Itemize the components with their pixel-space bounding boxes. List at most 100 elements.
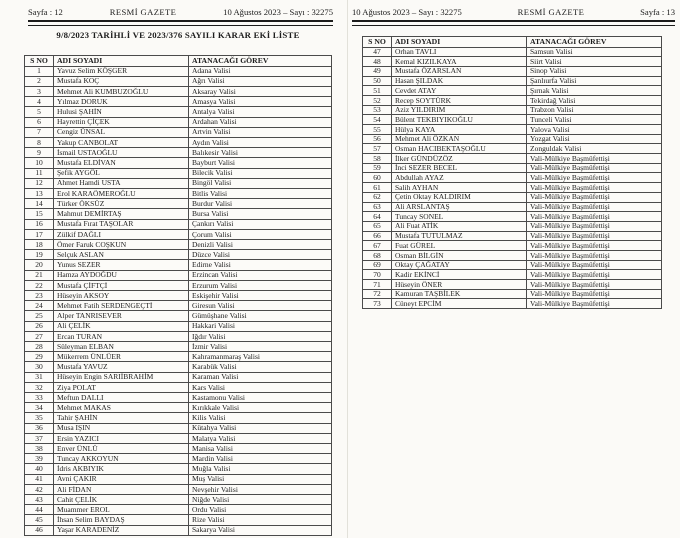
table-cell: 39: [24, 453, 54, 465]
table-row: 22 Mustafa ÇİFTÇİ Erzurum Valisi: [24, 279, 332, 291]
table-cell: Bursa Valisi: [188, 208, 332, 220]
table-cell: 5: [24, 106, 54, 118]
table-cell: 58: [362, 153, 392, 164]
table-cell: Giresun Valisi: [188, 300, 332, 312]
table-cell: 1: [24, 65, 54, 77]
column-header: ADI SOYADI: [391, 36, 527, 48]
table-cell: 41: [24, 473, 54, 485]
table-cell: 64: [362, 211, 392, 222]
table-cell: Kamuran TAŞBİLEK: [391, 288, 527, 300]
table-row: 46 Yaşar KARADENİZ Sakarya Valisi: [24, 524, 332, 536]
page-seam-divider: [347, 0, 348, 538]
left-header-double-rule: [28, 20, 333, 26]
table-cell: 42: [24, 483, 54, 496]
table-cell: 22: [24, 279, 54, 291]
table-cell: Niğde Valisi: [188, 494, 332, 506]
table-cell: 23: [24, 289, 54, 302]
table-cell: Hülya KAYA: [391, 124, 527, 135]
table-cell: Malatya Valisi: [188, 432, 332, 445]
table-cell: Yunus SEZER: [53, 259, 189, 271]
table-cell: Bitlis Valisi: [188, 187, 332, 200]
table-cell: 65: [362, 220, 392, 232]
table-row: 18 Ömer Faruk COŞKUN Denizli Valisi: [24, 238, 332, 251]
table-row: 52 Recep SOYTÜRK Tekirdağ Valisi: [362, 94, 662, 106]
table-row: 51 Cevdet ATAY Şırnak Valisi: [362, 85, 662, 96]
column-header: S NO: [362, 36, 392, 48]
column-header: ATANACAĞI GÖREV: [526, 36, 662, 48]
column-header: S NO: [24, 55, 54, 67]
table-cell: Ömer Faruk COŞKUN: [53, 238, 189, 251]
table-row: 71 Hüseyin ÖNER Vali-Mülkiye Başmüfettişi: [362, 279, 662, 290]
table-cell: Muş Valisi: [188, 473, 332, 485]
table-cell: 16: [24, 218, 54, 230]
table-row: 21 Hamza AYDOĞDU Erzincan Valisi: [24, 269, 332, 281]
table-row: 26 Ali ÇELİK Hakkari Valisi: [24, 320, 332, 332]
table-cell: 72: [362, 288, 392, 300]
table-cell: 36: [24, 422, 54, 434]
table-cell: Vali-Mülkiye Başmüfettişi: [526, 191, 662, 203]
table-cell: 4: [24, 96, 54, 108]
table-cell: İlker GÜNDÜZÖZ: [391, 153, 527, 164]
table-cell: Siirt Valisi: [526, 56, 662, 67]
table-row: 48 Kemal KIZILKAYA Siirt Valisi: [362, 56, 662, 67]
table-row: 3 Mehmet Ali KUMBUZOĞLU Aksaray Valisi: [24, 85, 332, 98]
table-cell: Ardahan Valisi: [188, 116, 332, 128]
table-cell: 37: [24, 432, 54, 445]
table-cell: 32: [24, 381, 54, 394]
table-row: 57 Osman HACIBEKTAŞOĞLU Zonguldak Valisi: [362, 143, 662, 155]
table-row: 12 Ahmet Hamdi USTA Bingöl Valisi: [24, 177, 332, 189]
table-cell: Edirne Valisi: [188, 259, 332, 271]
table-cell: Vali-Mülkiye Başmüfettişi: [526, 259, 662, 271]
table-cell: 40: [24, 463, 54, 475]
table-cell: Balıkesir Valisi: [188, 147, 332, 159]
table-cell: Adana Valisi: [188, 65, 332, 77]
table-cell: 6: [24, 116, 54, 128]
table-row: 15 Mahmut DEMİRTAŞ Bursa Valisi: [24, 208, 332, 220]
table-cell: 3: [24, 85, 54, 98]
table-cell: Bülent TEKBIYIKOĞLU: [391, 114, 527, 125]
table-cell: Tuncay AKKOYUN: [53, 453, 189, 465]
table-cell: 44: [24, 504, 54, 516]
table-cell: Alper TANRISEVER: [53, 310, 189, 322]
table-cell: Kars Valisi: [188, 381, 332, 394]
table-row: 61 Salih AYHAN Vali-Mülkiye Başmüfettişi: [362, 182, 662, 193]
table-cell: 14: [24, 198, 54, 210]
table-cell: 71: [362, 279, 392, 290]
table-cell: Yozgat Valisi: [526, 133, 662, 145]
table-cell: 62: [362, 191, 392, 203]
table-cell: Kilis Valisi: [188, 412, 332, 424]
table-row: 58 İlker GÜNDÜZÖZ Vali-Mülkiye Başmüfettiş…: [362, 153, 662, 164]
table-cell: 52: [362, 94, 392, 106]
table-cell: Şefik AYGÖL: [53, 167, 189, 179]
table-cell: Erzurum Valisi: [188, 279, 332, 291]
table-cell: İzmir Valisi: [188, 340, 332, 353]
column-header: ADI SOYADI: [53, 55, 189, 67]
table-cell: Ali ÇELİK: [53, 320, 189, 332]
table-cell: Vali-Mülkiye Başmüfettişi: [526, 162, 662, 174]
table-row: 36 Musa IŞIN Kütahya Valisi: [24, 422, 332, 434]
table-cell: Kahramanmaraş Valisi: [188, 351, 332, 363]
table-cell: Manisa Valisi: [188, 443, 332, 455]
table-cell: Tunceli Valisi: [526, 114, 662, 125]
table-cell: Hasan ŞILDAK: [391, 75, 527, 87]
table-cell: 30: [24, 361, 54, 373]
table-cell: Aksaray Valisi: [188, 85, 332, 98]
table-row: 50 Hasan ŞILDAK Şanlıurfa Valisi: [362, 75, 662, 87]
table-cell: Hulusi ŞAHİN: [53, 106, 189, 118]
table-cell: Enver ÜNLÜ: [53, 443, 189, 455]
table-cell: 10: [24, 157, 54, 169]
table-cell: Gümüşhane Valisi: [188, 310, 332, 322]
table-row: 47 Orhan TAVLI Samsun Valisi: [362, 46, 662, 58]
table-row: 9 İsmail USTAOĞLU Balıkesir Valisi: [24, 147, 332, 159]
table-row: 13 Erol KARAÖMEROĞLU Bitlis Valisi: [24, 187, 332, 200]
table-cell: Tuncay SONEL: [391, 211, 527, 222]
table-row: 8 Yakup CANBOLAT Aydın Valisi: [24, 136, 332, 149]
table-cell: Abdullah AYAZ: [391, 172, 527, 184]
table-cell: 12: [24, 177, 54, 189]
right-header-double-rule: [352, 20, 675, 26]
table-cell: Mehmet Ali KUMBUZOĞLU: [53, 85, 189, 98]
left-page-header: Sayfa : 12 RESMİ GAZETE 10 Ağustos 2023 …: [28, 7, 333, 17]
table-cell: Denizli Valisi: [188, 238, 332, 251]
table-cell: İsmail USTAOĞLU: [53, 147, 189, 159]
table-row: 19 Selçuk ASLAN Düzce Valisi: [24, 249, 332, 261]
